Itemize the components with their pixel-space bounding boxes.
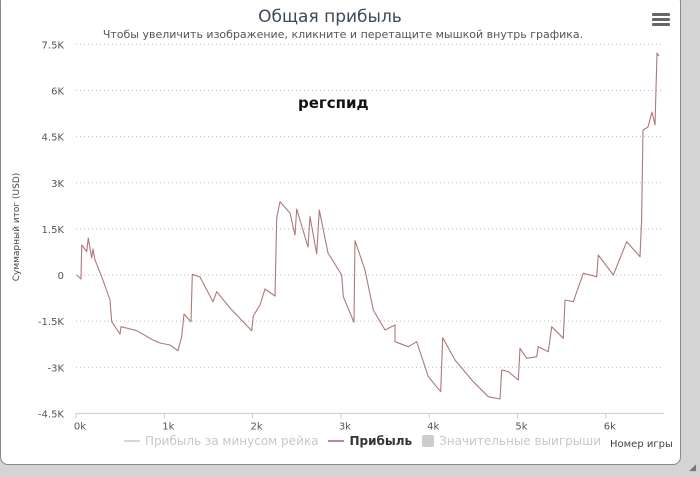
y-tick-label: -1.5K	[38, 317, 65, 328]
y-tick-label: 0	[58, 271, 64, 282]
y-tick-label: 4.5K	[42, 133, 65, 144]
legend: Прибыль за минусом рейка Прибыль Значите…	[124, 434, 607, 448]
x-tick-label: 6k	[604, 421, 616, 432]
y-tick-label: -3K	[47, 363, 64, 374]
x-tick-label: 4k	[427, 421, 439, 432]
y-axis-title: Суммарный итог (USD)	[12, 172, 22, 282]
x-axis-title: Номер игры	[610, 439, 673, 450]
x-tick-label: 3k	[339, 421, 351, 432]
y-tick-label: -4.5K	[38, 409, 65, 420]
x-tick-label: 5k	[515, 421, 527, 432]
legend-label: Прибыль	[349, 434, 413, 448]
legend-item-profit[interactable]: Прибыль	[328, 434, 412, 448]
y-tick-label: 3K	[51, 179, 64, 190]
legend-box-icon	[422, 435, 435, 447]
legend-line-icon	[328, 440, 345, 442]
legend-item-big-wins[interactable]: Значительные выигрыши	[422, 434, 601, 448]
chart-panel	[0, 0, 681, 465]
series-line-profit	[76, 52, 660, 400]
legend-label: Значительные выигрыши	[439, 434, 602, 448]
chart-subtitle: Чтобы увеличить изображение, кликните и …	[102, 28, 584, 41]
hamburger-icon[interactable]	[652, 13, 670, 27]
x-tick-label: 2k	[251, 421, 263, 432]
x-tick-label: 0k	[74, 421, 86, 432]
x-tick-label: 1k	[162, 421, 174, 432]
legend-label: Прибыль за минусом рейка	[145, 434, 319, 448]
chart-title: Общая прибыль	[258, 7, 402, 27]
y-tick-label: 6K	[51, 87, 64, 98]
resize-grip-icon[interactable]: ◢	[689, 463, 696, 473]
chart-annotation: регспид	[298, 94, 369, 112]
legend-item-rake[interactable]: Прибыль за минусом рейка	[124, 434, 318, 448]
legend-line-icon	[124, 440, 140, 442]
y-tick-label: 1.5K	[42, 225, 65, 236]
y-tick-label: 7.5K	[42, 40, 65, 51]
